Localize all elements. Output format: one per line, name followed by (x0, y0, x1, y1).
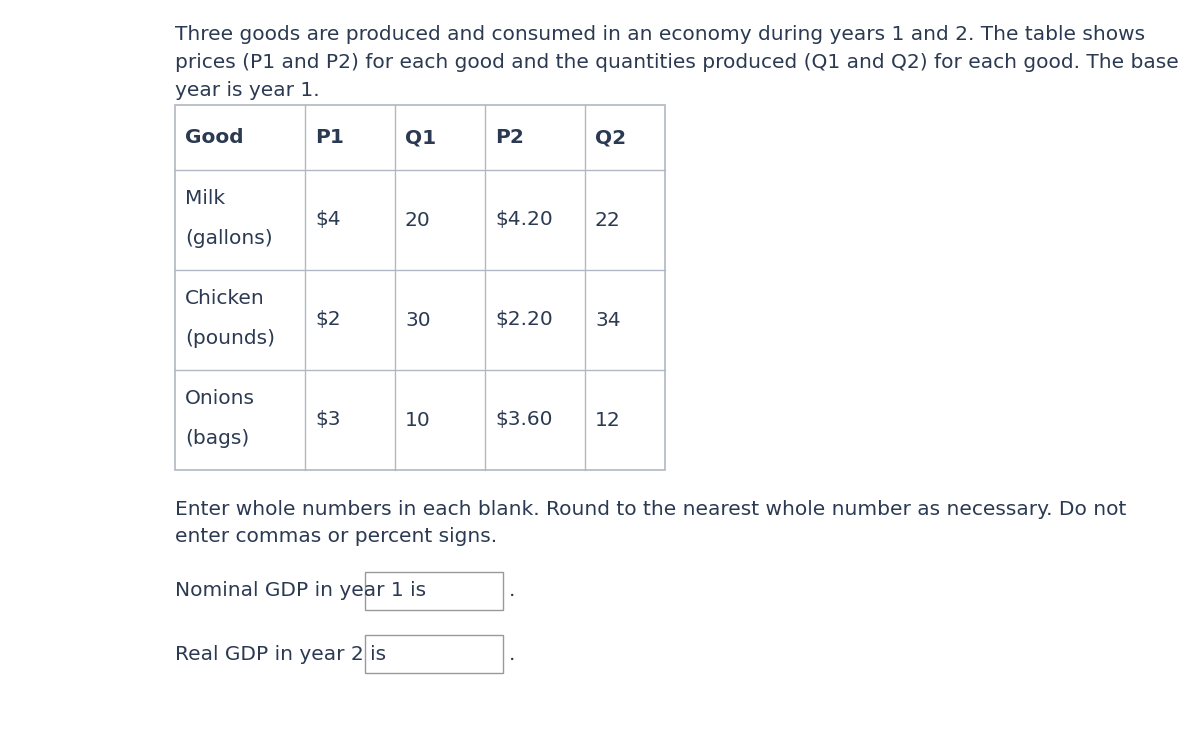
Text: Good: Good (185, 128, 244, 147)
Text: Chicken: Chicken (185, 289, 265, 308)
Text: .: . (509, 645, 515, 663)
Text: Onions: Onions (185, 389, 256, 408)
Text: 34: 34 (595, 311, 620, 330)
Text: year is year 1.: year is year 1. (175, 81, 319, 100)
Text: 20: 20 (406, 210, 431, 230)
Text: 10: 10 (406, 411, 431, 430)
Text: 30: 30 (406, 311, 431, 330)
Text: Milk: Milk (185, 188, 226, 208)
Bar (175, 105, 665, 470)
Text: (pounds): (pounds) (185, 328, 275, 347)
Text: $4: $4 (314, 210, 341, 230)
Bar (365, 635, 503, 673)
Text: 12: 12 (595, 411, 620, 430)
Text: Nominal GDP in year 1 is: Nominal GDP in year 1 is (175, 581, 426, 601)
Text: Enter whole numbers in each blank. Round to the nearest whole number as necessar: Enter whole numbers in each blank. Round… (175, 500, 1127, 519)
Text: P2: P2 (496, 128, 524, 147)
Text: prices (P1 and P2) for each good and the quantities produced (Q1 and Q2) for eac: prices (P1 and P2) for each good and the… (175, 53, 1178, 72)
Text: $3.60: $3.60 (496, 411, 552, 430)
Text: Real GDP in year 2 is: Real GDP in year 2 is (175, 645, 386, 663)
Text: Three goods are produced and consumed in an economy during years 1 and 2. The ta: Three goods are produced and consumed in… (175, 25, 1145, 44)
Text: 22: 22 (595, 210, 620, 230)
Text: Q2: Q2 (595, 128, 626, 147)
Text: .: . (509, 581, 515, 601)
Text: P1: P1 (314, 128, 344, 147)
Text: enter commas or percent signs.: enter commas or percent signs. (175, 527, 497, 546)
Text: $2: $2 (314, 311, 341, 330)
Text: (gallons): (gallons) (185, 228, 272, 247)
Text: (bags): (bags) (185, 428, 250, 447)
Text: Q1: Q1 (406, 128, 436, 147)
Text: $3: $3 (314, 411, 341, 430)
Text: $4.20: $4.20 (496, 210, 553, 230)
Text: $2.20: $2.20 (496, 311, 553, 330)
Bar (365, 572, 503, 610)
